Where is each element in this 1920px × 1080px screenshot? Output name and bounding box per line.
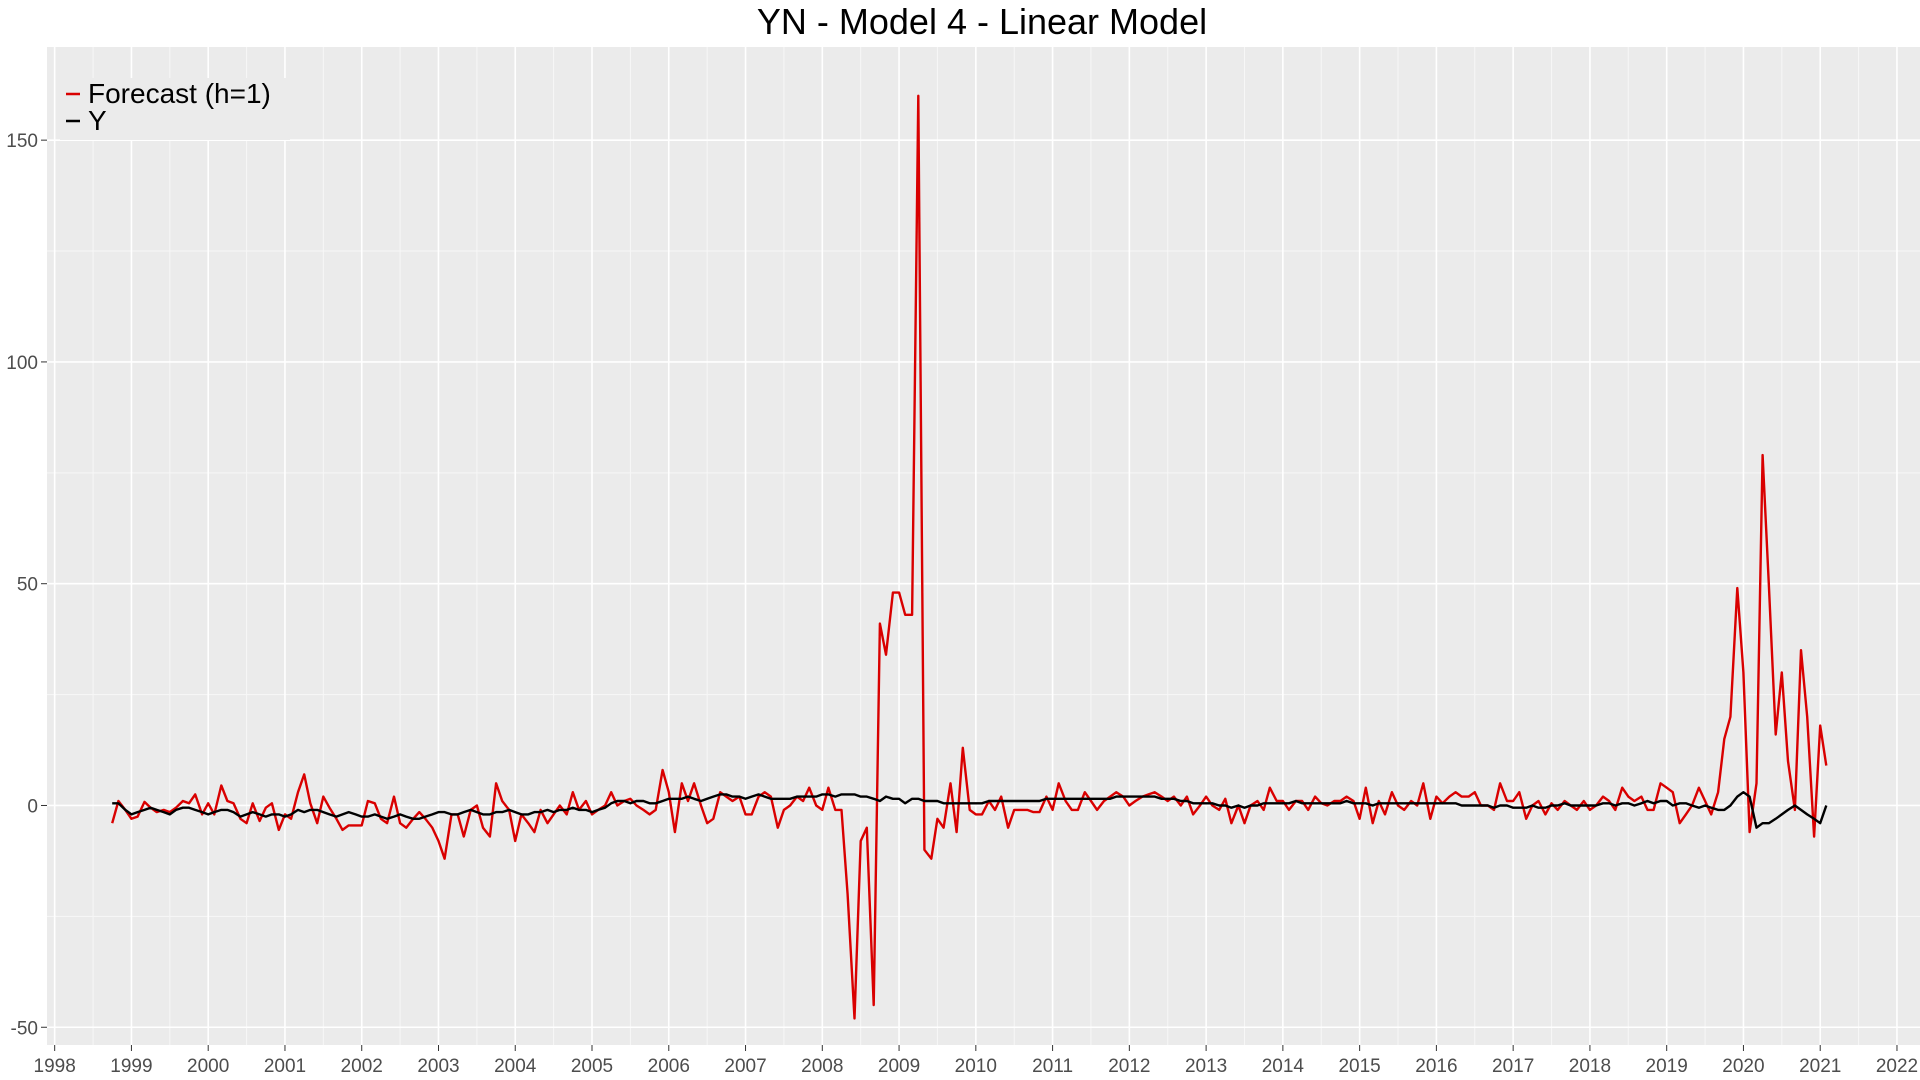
- x-tick-label: 2019: [1646, 1056, 1688, 1077]
- y-tick-label: 150: [6, 131, 38, 152]
- x-tick-label: 2018: [1569, 1056, 1611, 1077]
- y-tick-label: 0: [27, 796, 38, 817]
- y-tick-label: 50: [17, 575, 38, 596]
- y-tick-label: 100: [6, 353, 38, 374]
- x-tick-label: 2000: [187, 1056, 229, 1077]
- x-tick-label: 2010: [955, 1056, 997, 1077]
- x-tick-label: 2007: [724, 1056, 766, 1077]
- x-tick-label: 2015: [1338, 1056, 1380, 1077]
- x-tick-label: 2006: [648, 1056, 690, 1077]
- legend-box: [60, 78, 290, 140]
- legend: Forecast (h=1) Y: [60, 78, 290, 140]
- x-tick-label: 2008: [801, 1056, 843, 1077]
- x-tick-label: 2013: [1185, 1056, 1227, 1077]
- y-axis: -50 0 50 100 150: [6, 131, 47, 1039]
- x-tick-label: 1998: [34, 1056, 76, 1077]
- plot-panel: [47, 47, 1920, 1045]
- chart-title: YN - Model 4 - Linear Model: [757, 1, 1207, 42]
- x-tick-label: 2001: [264, 1056, 306, 1077]
- x-tick-label: 2003: [417, 1056, 459, 1077]
- series-line-y: [112, 791, 1828, 829]
- series-lines: [111, 94, 1828, 1020]
- x-tick-label: 2022: [1876, 1056, 1918, 1077]
- y-tick-label: -50: [11, 1018, 38, 1039]
- x-tick-label: 2005: [571, 1056, 613, 1077]
- legend-label-y: Y: [88, 105, 107, 136]
- legend-label-forecast: Forecast (h=1): [88, 78, 271, 109]
- x-tick-label: 2016: [1415, 1056, 1457, 1077]
- x-tick-label: 2021: [1799, 1056, 1841, 1077]
- grid-lines: [47, 47, 1920, 1045]
- x-tick-label: 2004: [494, 1056, 537, 1077]
- x-tick-label: 2017: [1492, 1056, 1534, 1077]
- x-axis: 1998 1999 2000 2001 2002 2003 2004 2005 2006 2007…: [34, 1045, 1918, 1077]
- x-tick-label: 2009: [878, 1056, 920, 1077]
- x-tick-label: 1999: [110, 1056, 152, 1077]
- x-tick-label: 2011: [1032, 1056, 1073, 1077]
- x-tick-label: 2020: [1722, 1056, 1764, 1077]
- x-tick-label: 2002: [341, 1056, 383, 1077]
- x-tick-label: 2014: [1262, 1056, 1305, 1077]
- x-tick-label: 2012: [1108, 1056, 1150, 1077]
